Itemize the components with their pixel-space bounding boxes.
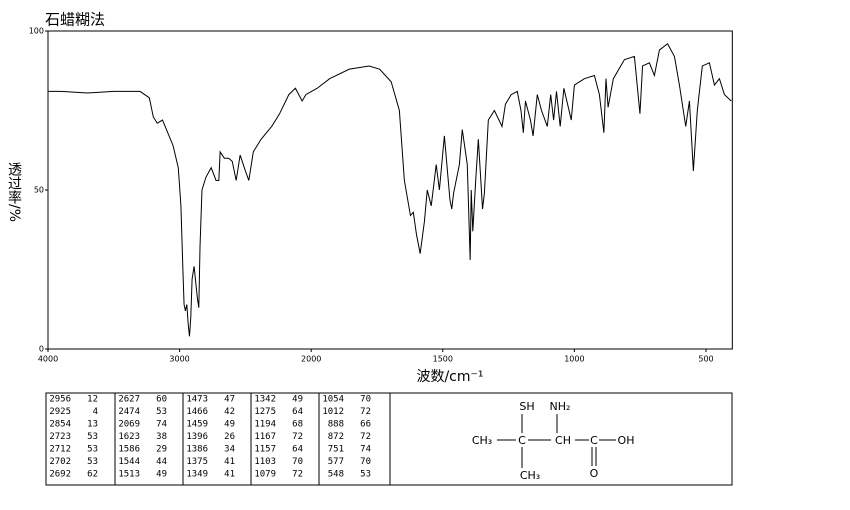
peak-transmittance: 62: [87, 470, 98, 480]
peak-transmittance: 74: [156, 420, 167, 430]
peak-wavenumber: 2723: [49, 432, 71, 442]
y-tick-label: 100: [29, 27, 44, 36]
y-tick-label: 0: [39, 345, 44, 354]
peak-transmittance: 38: [156, 432, 167, 442]
peak-wavenumber: 1157: [254, 445, 276, 455]
plot-frame: [47, 30, 733, 350]
peak-wavenumber: 1623: [118, 432, 140, 442]
peak-wavenumber: 888: [328, 420, 344, 430]
table-frame: [45, 392, 733, 486]
spectrum-line: [48, 42, 732, 337]
peak-transmittance: 53: [87, 432, 98, 442]
structure-label: OH: [618, 434, 635, 447]
peak-wavenumber: 2627: [118, 395, 140, 405]
y-axis-label: 透过率/%: [6, 162, 22, 222]
peak-transmittance: 64: [292, 445, 303, 455]
peak-wavenumber: 1466: [186, 407, 208, 417]
peak-wavenumber: 1194: [254, 420, 276, 430]
peak-wavenumber: 1167: [254, 432, 276, 442]
peak-transmittance: 34: [224, 445, 235, 455]
peak-transmittance: 4: [93, 407, 98, 417]
peak-wavenumber: 1513: [118, 470, 140, 480]
peak-wavenumber: 2712: [49, 445, 71, 455]
peak-wavenumber: 1342: [254, 395, 276, 405]
peak-transmittance: 41: [224, 470, 235, 480]
peak-wavenumber: 1012: [322, 407, 344, 417]
table-dividers: [114, 393, 391, 485]
peak-transmittance: 53: [87, 457, 98, 467]
peak-wavenumber: 872: [328, 432, 344, 442]
peak-transmittance: 49: [156, 470, 167, 480]
peak-transmittance: 41: [224, 457, 235, 467]
peak-transmittance: 70: [292, 457, 303, 467]
peak-wavenumber: 2956: [49, 395, 71, 405]
peak-wavenumber: 2474: [118, 407, 140, 417]
peak-wavenumber: 1396: [186, 432, 208, 442]
peak-wavenumber: 1054: [322, 395, 344, 405]
peak-transmittance: 47: [224, 395, 235, 405]
peak-wavenumber: 1544: [118, 457, 140, 467]
structure-label: CH: [555, 434, 571, 447]
x-tick-label: 1000: [564, 355, 584, 364]
peak-wavenumber: 548: [328, 470, 344, 480]
x-tick-label: 3000: [169, 355, 189, 364]
peak-wavenumber: 1275: [254, 407, 276, 417]
peak-transmittance: 60: [156, 395, 167, 405]
structure-label: C: [590, 434, 598, 447]
peak-transmittance: 70: [360, 457, 371, 467]
peak-wavenumber: 577: [328, 457, 344, 467]
structure-label: C: [518, 434, 526, 447]
peak-transmittance: 64: [292, 407, 303, 417]
peak-transmittance: 72: [360, 432, 371, 442]
peak-wavenumber: 1473: [186, 395, 208, 405]
peak-transmittance: 74: [360, 445, 371, 455]
y-tick-label: 50: [34, 186, 44, 195]
peak-transmittance: 70: [360, 395, 371, 405]
peak-wavenumber: 1459: [186, 420, 208, 430]
peak-transmittance: 42: [224, 407, 235, 417]
structure-label: CH₃: [520, 469, 540, 482]
peak-transmittance: 26: [224, 432, 235, 442]
peak-wavenumber: 2702: [49, 457, 71, 467]
peak-transmittance: 12: [87, 395, 98, 405]
x-tick-label: 2000: [301, 355, 321, 364]
peak-transmittance: 44: [156, 457, 167, 467]
peak-wavenumber: 1079: [254, 470, 276, 480]
peak-transmittance: 13: [87, 420, 98, 430]
structure-bonds: [497, 414, 616, 468]
x-tick-label: 1500: [433, 355, 453, 364]
peak-wavenumber: 2925: [49, 407, 71, 417]
peak-wavenumber: 2069: [118, 420, 140, 430]
peak-transmittance: 66: [360, 420, 371, 430]
peak-transmittance: 68: [292, 420, 303, 430]
peak-wavenumber: 1349: [186, 470, 208, 480]
peak-transmittance: 72: [292, 470, 303, 480]
peak-transmittance: 53: [360, 470, 371, 480]
x-axis-label: 波数/cm⁻¹: [416, 369, 483, 385]
structure-label: SH: [519, 400, 534, 413]
structure-label: O: [590, 467, 599, 480]
peak-transmittance: 53: [87, 445, 98, 455]
peak-transmittance: 49: [292, 395, 303, 405]
peak-transmittance: 49: [224, 420, 235, 430]
peak-wavenumber: 2692: [49, 470, 71, 480]
structure-label: CH₃: [472, 434, 492, 447]
chart-title: 石蜡糊法: [45, 11, 105, 29]
x-tick-label: 4000: [38, 355, 58, 364]
peak-wavenumber: 1103: [254, 457, 276, 467]
peak-transmittance: 29: [156, 445, 167, 455]
peak-wavenumber: 1586: [118, 445, 140, 455]
peak-transmittance: 53: [156, 407, 167, 417]
peak-transmittance: 72: [292, 432, 303, 442]
peak-wavenumber: 1375: [186, 457, 208, 467]
x-tick-label: 500: [698, 355, 713, 364]
peak-wavenumber: 751: [328, 445, 344, 455]
peak-wavenumber: 2854: [49, 420, 71, 430]
peak-wavenumber: 1386: [186, 445, 208, 455]
structure-label: NH₂: [550, 400, 571, 413]
peak-transmittance: 72: [360, 407, 371, 417]
